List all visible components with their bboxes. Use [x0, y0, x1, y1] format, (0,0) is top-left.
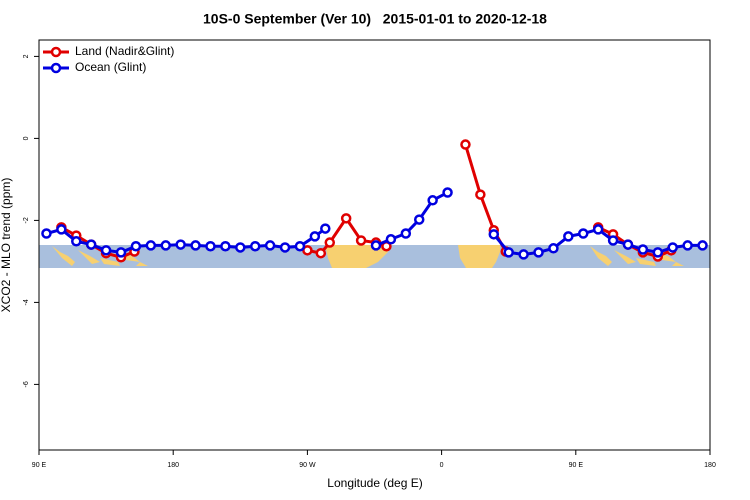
point	[697, 240, 708, 251]
x-tick-label: 180	[167, 462, 179, 469]
plot-frame	[38, 39, 711, 451]
point	[400, 228, 412, 239]
point	[160, 240, 171, 251]
point	[279, 242, 291, 253]
point	[370, 240, 382, 251]
y-tick-label: -2	[23, 217, 30, 223]
point	[56, 224, 67, 235]
x-tick-label: 90 E	[32, 462, 47, 469]
legend-marker	[50, 62, 62, 74]
point	[488, 229, 500, 240]
y-tick-label: -6	[23, 381, 30, 387]
point	[427, 195, 438, 206]
point	[442, 187, 453, 198]
legend-label: Ocean (Glint)	[75, 60, 146, 74]
x-tick-label: 0	[440, 462, 444, 469]
point	[413, 214, 425, 225]
land-asia-2	[590, 246, 684, 266]
point	[294, 240, 306, 252]
point	[475, 189, 486, 200]
point	[235, 242, 246, 253]
point	[578, 228, 589, 239]
point	[315, 247, 327, 259]
point	[503, 247, 514, 258]
point	[145, 240, 157, 251]
point	[71, 236, 82, 247]
y-axis-label: XCO2 - MLO trend (ppm)	[0, 178, 13, 313]
x-tick-label: 90 E	[569, 462, 584, 469]
point	[652, 247, 664, 258]
point	[622, 239, 634, 250]
land-south-america	[325, 245, 390, 268]
point	[264, 240, 276, 251]
point	[309, 231, 321, 242]
point	[320, 223, 331, 234]
point	[190, 240, 201, 251]
y-tick-label: -4	[23, 299, 30, 305]
x-tick-label: 90 W	[299, 462, 316, 469]
point	[41, 228, 52, 239]
point	[533, 247, 544, 258]
point	[249, 240, 261, 252]
legend-marker	[50, 46, 62, 58]
land-asia	[52, 246, 148, 266]
point	[592, 224, 604, 235]
point	[100, 245, 112, 256]
point	[637, 244, 649, 255]
y-tick-label: 2	[23, 54, 30, 58]
point	[302, 245, 313, 256]
point	[548, 243, 559, 254]
point	[175, 239, 186, 250]
chart-title: 10S-0 September (Ver 10) 2015-01-01 to 2…	[203, 11, 547, 27]
point	[220, 240, 231, 252]
point	[115, 247, 127, 258]
y-tick-label: 0	[23, 136, 30, 140]
point	[460, 139, 471, 150]
legend-label: Land (Nadir&Glint)	[75, 44, 174, 58]
point	[85, 239, 97, 250]
point	[667, 242, 678, 253]
point	[607, 235, 619, 246]
point	[340, 213, 352, 224]
point	[385, 234, 397, 245]
land-africa	[458, 245, 500, 268]
point	[205, 240, 216, 252]
point	[355, 235, 367, 246]
x-axis-label: Longitude (deg E)	[327, 476, 422, 490]
x-tick-label: 180	[704, 462, 716, 469]
point	[682, 240, 693, 251]
point	[518, 249, 529, 260]
point	[130, 240, 142, 252]
point	[563, 231, 574, 242]
point	[324, 237, 336, 248]
